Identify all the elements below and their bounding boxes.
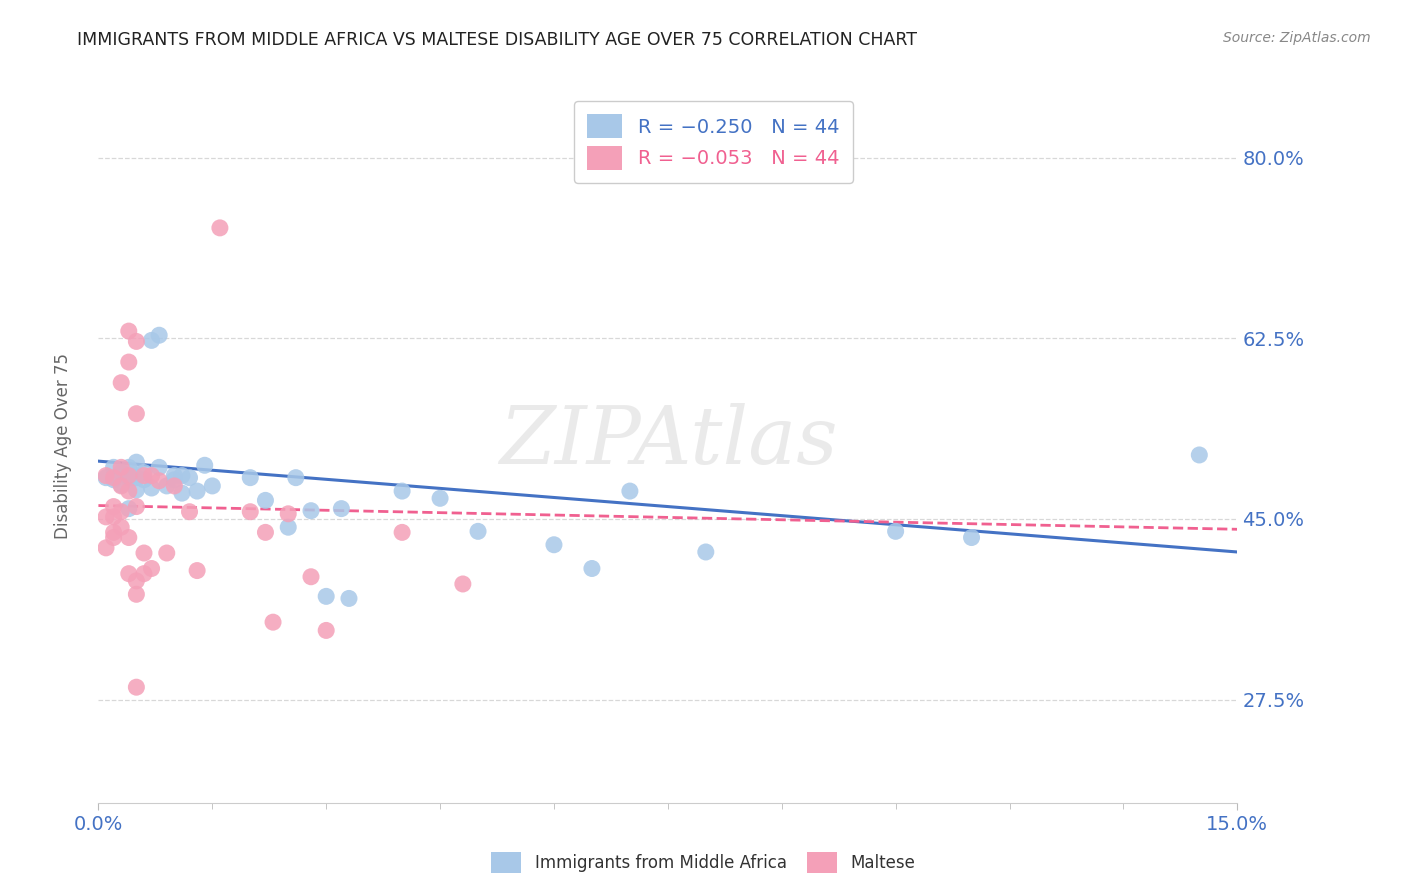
- Point: [277, 507, 299, 521]
- Point: [315, 590, 337, 604]
- Point: [695, 545, 717, 559]
- Point: [451, 577, 474, 591]
- Point: [132, 466, 155, 480]
- Point: [141, 334, 163, 348]
- Point: [94, 468, 117, 483]
- Point: [170, 486, 193, 500]
- Point: [194, 458, 217, 473]
- Point: [208, 220, 231, 235]
- Point: [110, 479, 132, 493]
- Point: [1188, 448, 1211, 462]
- Point: [170, 468, 193, 483]
- Point: [132, 473, 155, 487]
- Point: [156, 546, 179, 560]
- Point: [284, 470, 307, 484]
- Point: [94, 509, 117, 524]
- Point: [132, 468, 155, 483]
- Point: [148, 460, 170, 475]
- Point: [299, 570, 322, 584]
- Point: [132, 546, 155, 560]
- Point: [110, 478, 132, 492]
- Point: [179, 470, 201, 484]
- Point: [103, 470, 125, 484]
- Point: [125, 587, 148, 601]
- Point: [118, 531, 141, 545]
- Point: [163, 473, 186, 487]
- Point: [337, 591, 360, 606]
- Point: [103, 531, 125, 545]
- Point: [118, 324, 141, 338]
- Point: [201, 479, 224, 493]
- Point: [179, 505, 201, 519]
- Point: [262, 615, 284, 630]
- Point: [132, 566, 155, 581]
- Point: [619, 484, 641, 499]
- Point: [141, 481, 163, 495]
- Point: [125, 407, 148, 421]
- Point: [103, 473, 125, 487]
- Point: [110, 466, 132, 480]
- Point: [239, 505, 262, 519]
- Point: [118, 460, 141, 475]
- Point: [156, 479, 179, 493]
- Point: [125, 574, 148, 588]
- Point: [543, 538, 565, 552]
- Point: [110, 505, 132, 519]
- Text: ZIPAtlas: ZIPAtlas: [499, 403, 837, 480]
- Point: [94, 541, 117, 555]
- Point: [94, 470, 117, 484]
- Point: [118, 468, 141, 483]
- Point: [103, 525, 125, 540]
- Point: [277, 520, 299, 534]
- Point: [148, 474, 170, 488]
- Point: [125, 500, 148, 514]
- Point: [163, 479, 186, 493]
- Legend: Immigrants from Middle Africa, Maltese: Immigrants from Middle Africa, Maltese: [485, 846, 921, 880]
- Point: [125, 334, 148, 349]
- Point: [110, 520, 132, 534]
- Point: [103, 500, 125, 514]
- Point: [148, 328, 170, 343]
- Point: [163, 468, 186, 483]
- Text: IMMIGRANTS FROM MIDDLE AFRICA VS MALTESE DISABILITY AGE OVER 75 CORRELATION CHAR: IMMIGRANTS FROM MIDDLE AFRICA VS MALTESE…: [77, 31, 917, 49]
- Text: Disability Age Over 75: Disability Age Over 75: [55, 353, 72, 539]
- Point: [429, 491, 451, 506]
- Point: [118, 470, 141, 484]
- Point: [118, 484, 141, 499]
- Point: [254, 525, 277, 540]
- Point: [467, 524, 489, 539]
- Text: Source: ZipAtlas.com: Source: ZipAtlas.com: [1223, 31, 1371, 45]
- Point: [141, 561, 163, 575]
- Point: [118, 501, 141, 516]
- Point: [103, 460, 125, 475]
- Point: [141, 468, 163, 483]
- Point: [110, 460, 132, 475]
- Point: [125, 680, 148, 694]
- Point: [960, 531, 983, 545]
- Point: [239, 470, 262, 484]
- Point: [118, 355, 141, 369]
- Point: [118, 566, 141, 581]
- Point: [103, 509, 125, 524]
- Point: [330, 501, 353, 516]
- Point: [110, 376, 132, 390]
- Point: [391, 484, 413, 499]
- Point: [884, 524, 907, 539]
- Point: [125, 470, 148, 484]
- Point: [315, 624, 337, 638]
- Point: [186, 484, 208, 499]
- Point: [125, 455, 148, 469]
- Point: [186, 564, 208, 578]
- Point: [391, 525, 413, 540]
- Point: [125, 483, 148, 497]
- Point: [299, 504, 322, 518]
- Point: [581, 561, 603, 575]
- Point: [254, 493, 277, 508]
- Legend: R = −0.250   N = 44, R = −0.053   N = 44: R = −0.250 N = 44, R = −0.053 N = 44: [574, 101, 853, 183]
